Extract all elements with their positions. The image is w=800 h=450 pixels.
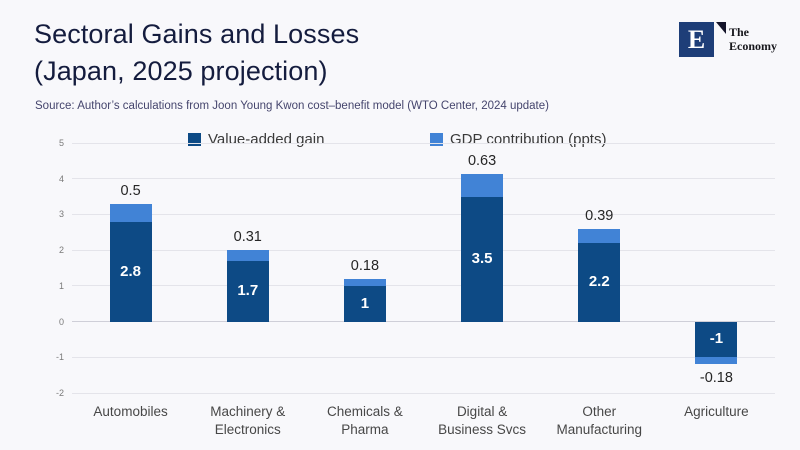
- x-axis-category-label: Chemicals & Pharma: [327, 404, 403, 437]
- x-axis-category-label: Machinery & Electronics: [210, 404, 286, 437]
- value-added-data-label: -1: [709, 330, 724, 348]
- x-axis-category-label: Digital & Business Svcs: [438, 404, 526, 437]
- source-note: Source: Author’s calculations from Joon …: [35, 100, 549, 112]
- logo-wordmark-line2: Economy: [729, 38, 777, 53]
- gdp-contribution-data-label: 0.39: [585, 208, 614, 225]
- bar-segment-gdp-contribution: [226, 249, 269, 261]
- gridline: [72, 356, 775, 358]
- gdp-contribution-data-label: 0.63: [467, 153, 497, 170]
- gdp-contribution-data-label: 0.18: [350, 258, 380, 275]
- title-line-2: (Japan, 2025 projection): [34, 56, 328, 86]
- y-axis-tick-label: 4: [58, 173, 64, 184]
- y-axis-tick-label: -1: [55, 352, 64, 363]
- bar-segment-gdp-contribution: [695, 357, 738, 364]
- gridline: [72, 392, 775, 394]
- bar-segment-value-added: [461, 196, 504, 322]
- y-axis-tick-label: 3: [58, 209, 64, 220]
- legend-label-gdp-contribution: GDP contribution (ppts): [450, 131, 607, 148]
- bar-segment-gdp-contribution: [578, 229, 621, 243]
- bar-segment-value-added: [109, 221, 152, 322]
- value-added-data-label: 1.7: [237, 282, 259, 300]
- bar-segment-gdp-contribution: [109, 203, 152, 222]
- gdp-contribution-data-label: 0.5: [120, 182, 141, 199]
- legend-item-value-added: Value-added gain: [184, 131, 329, 148]
- x-axis-category-label: Automobiles: [93, 404, 168, 419]
- bar-segment-gdp-contribution: [343, 279, 386, 286]
- x-axis-category-label: Other Manufacturing: [556, 404, 643, 437]
- bar-segment-gdp-contribution: [461, 174, 504, 197]
- y-axis-tick-label: 5: [58, 138, 64, 148]
- zero-gridline: [72, 321, 775, 323]
- value-added-swatch-icon: [188, 133, 201, 146]
- legend-label-value-added: Value-added gain: [208, 131, 325, 148]
- gdp-contribution-data-label: 0.31: [233, 228, 262, 245]
- bar-segment-value-added: [226, 260, 269, 322]
- logo-wordmark-line1: The: [729, 25, 750, 39]
- logo-wordmark: The Economy: [729, 25, 777, 53]
- title-line-1: Sectoral Gains and Losses: [34, 19, 360, 49]
- value-added-data-label: 2.8: [120, 262, 141, 280]
- gdp-contribution-data-label: -0.18: [699, 369, 733, 386]
- logo-e-icon: E: [679, 22, 714, 57]
- x-axis-category-label: Agriculture: [684, 404, 749, 419]
- value-added-data-label: 1: [360, 294, 370, 312]
- y-axis-tick-label: -2: [55, 388, 64, 398]
- legend-item-gdp-contribution: GDP contribution (ppts): [426, 131, 611, 148]
- bar-segment-value-added: [343, 285, 386, 322]
- y-axis-tick-label: 2: [58, 245, 64, 256]
- y-axis-tick-label: 0: [58, 316, 64, 327]
- gdp-contribution-swatch-icon: [430, 133, 443, 146]
- bar-segment-value-added: [578, 243, 621, 322]
- value-added-data-label: 2.2: [588, 273, 610, 291]
- page-title: Sectoral Gains and Losses (Japan, 2025 pr…: [34, 16, 359, 90]
- logo-letter: E: [687, 25, 706, 54]
- gridline: [72, 213, 775, 215]
- gridline: [72, 142, 775, 144]
- the-economy-logo: E: [679, 22, 714, 57]
- gridline: [72, 285, 775, 287]
- value-added-data-label: 3.5: [471, 250, 493, 268]
- gridline: [72, 249, 775, 251]
- bar-segment-value-added: [695, 321, 738, 358]
- gridline: [72, 178, 775, 180]
- y-axis-tick-label: 1: [58, 280, 64, 291]
- logo-notch-icon: [716, 22, 726, 34]
